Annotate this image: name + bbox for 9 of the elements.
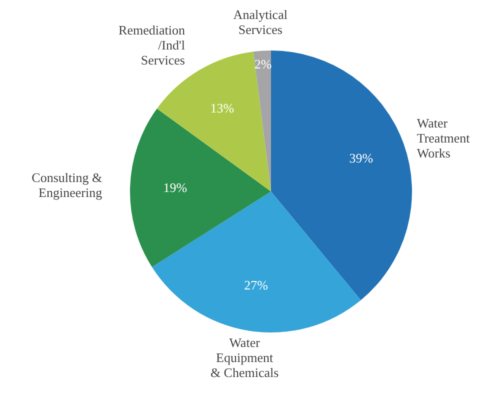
slice-label: Remediation /Ind'l Services	[118, 22, 186, 68]
slice-label: Consulting & Engineering	[32, 170, 103, 200]
slice-label: Analytical Services	[233, 6, 288, 37]
slice-label: Water Treatment Works	[416, 115, 470, 160]
data-label: 13%	[210, 100, 234, 116]
data-label: 39%	[349, 150, 374, 166]
data-label: 27%	[244, 278, 268, 293]
data-label: 19%	[163, 180, 188, 195]
slice-label: Water Equipment & Chemicals	[210, 334, 279, 380]
